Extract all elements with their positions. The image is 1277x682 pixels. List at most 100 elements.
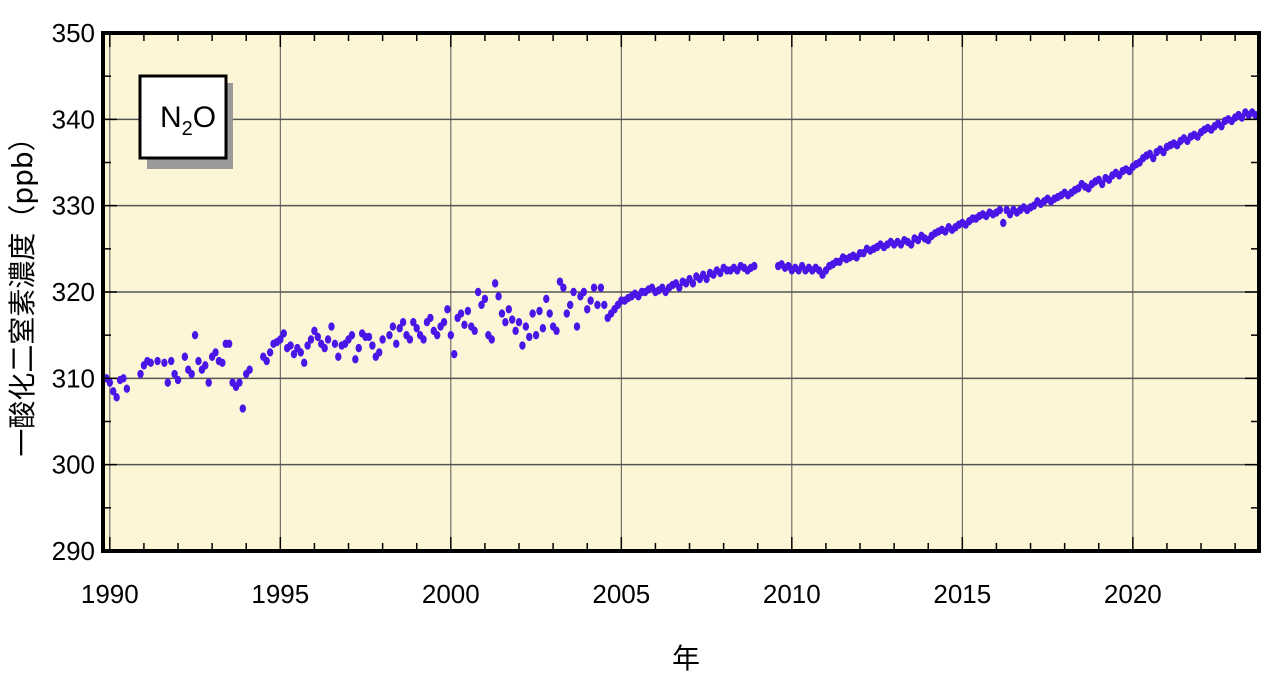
data-point (106, 378, 114, 387)
data-point (335, 352, 342, 361)
data-point (515, 318, 523, 327)
data-point (601, 300, 608, 310)
y-tick-label: 330 (52, 191, 95, 221)
data-point (471, 326, 478, 336)
data-point (399, 318, 407, 327)
y-axis-tick-labels: 290 300 310 320 330 340 350 (52, 18, 95, 566)
data-points (103, 108, 1259, 413)
data-point (369, 341, 376, 350)
x-tick-label: 1990 (81, 579, 139, 609)
data-point (597, 283, 605, 292)
data-point (277, 335, 284, 344)
legend-label: N2O (160, 101, 216, 140)
data-point (522, 322, 530, 331)
data-point (324, 335, 332, 344)
y-tick-label: 350 (52, 18, 95, 48)
data-point (546, 309, 553, 318)
data-point (304, 341, 311, 350)
x-tick-label: 2005 (592, 579, 650, 609)
data-point (907, 240, 915, 249)
data-point (464, 306, 472, 316)
data-point (263, 356, 270, 366)
data-point (491, 279, 499, 288)
legend-frame (138, 74, 228, 160)
legend-suffix: O (193, 101, 216, 134)
legend-species: N (160, 101, 182, 134)
data-point (195, 356, 202, 366)
data-point (386, 330, 393, 340)
data-point (154, 356, 161, 366)
data-point (502, 318, 509, 327)
data-point (137, 369, 144, 379)
data-point (526, 332, 533, 342)
data-point (123, 384, 131, 393)
y-tick-label: 290 (52, 536, 95, 566)
data-point (420, 335, 427, 344)
data-point (1098, 179, 1106, 189)
data-point (689, 279, 697, 288)
data-point (239, 404, 247, 413)
data-point (1000, 218, 1007, 228)
data-point (147, 358, 154, 367)
data-point (676, 283, 683, 292)
data-point (410, 318, 417, 327)
data-point (355, 343, 362, 353)
data-point (311, 326, 318, 336)
data-point (307, 335, 315, 344)
data-point (174, 375, 182, 385)
data-point (563, 309, 570, 318)
data-point (110, 387, 117, 396)
data-point (236, 378, 243, 387)
data-point (539, 324, 547, 333)
data-point (543, 294, 550, 304)
legend-box: N2O (138, 74, 233, 169)
data-point (440, 318, 448, 327)
x-tick-label: 1995 (251, 579, 309, 609)
data-point (461, 320, 468, 330)
data-point (580, 287, 588, 297)
data-point (495, 292, 502, 301)
grid-lines (103, 33, 1259, 551)
data-point (536, 306, 543, 316)
data-point (314, 332, 322, 342)
data-point (532, 330, 540, 340)
data-point (570, 287, 577, 297)
data-point (321, 343, 328, 353)
data-point (451, 349, 458, 359)
data-point (300, 358, 308, 367)
data-point (266, 348, 274, 357)
data-point (379, 335, 386, 344)
x-tick-label: 2020 (1104, 579, 1162, 609)
data-point (171, 369, 178, 379)
data-point (287, 341, 294, 350)
data-point (498, 309, 506, 318)
x-axis-title: 年 (672, 642, 700, 675)
data-point (481, 294, 489, 304)
y-axis-title: 一酸化二窒素濃度（ppb） (6, 123, 39, 456)
y-tick-label: 300 (52, 450, 95, 480)
axis-ticks (103, 32, 1259, 552)
data-point (212, 348, 219, 357)
data-point (590, 283, 598, 292)
data-point (457, 309, 465, 318)
data-point (225, 339, 233, 348)
data-point (488, 335, 495, 344)
data-point (348, 330, 356, 340)
data-point (413, 324, 420, 333)
data-point (587, 296, 594, 305)
data-point (393, 339, 400, 348)
data-point (297, 348, 304, 357)
data-point (996, 205, 1004, 215)
data-point (751, 261, 758, 271)
y-tick-label: 320 (52, 277, 95, 307)
data-point (331, 339, 339, 348)
data-point (164, 378, 171, 387)
y-tick-label: 310 (52, 363, 95, 393)
x-axis-tick-labels: 1990 1995 2000 2005 2010 2015 2020 (81, 579, 1162, 609)
data-point (365, 332, 373, 342)
data-point (474, 287, 482, 297)
data-point (478, 300, 485, 310)
legend-subscript: 2 (182, 118, 193, 140)
data-point (433, 330, 441, 340)
data-point (566, 300, 574, 310)
